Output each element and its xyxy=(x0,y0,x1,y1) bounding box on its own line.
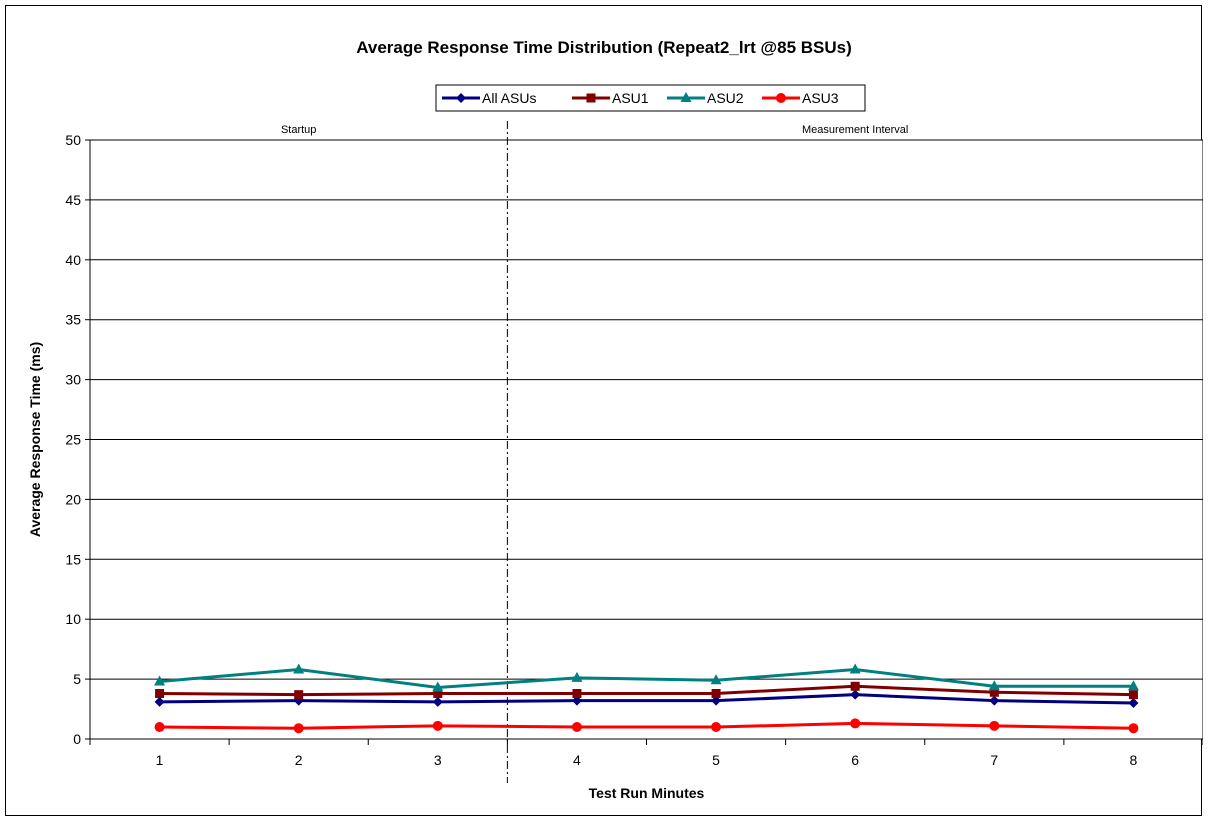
y-tick-label: 40 xyxy=(65,252,81,268)
x-tick-label: 2 xyxy=(295,752,303,768)
data-point-all-asus xyxy=(989,695,1000,706)
series-all-asus xyxy=(154,689,1139,709)
x-tick-label: 1 xyxy=(156,752,164,768)
annotations: Startup Measurement Interval xyxy=(281,121,908,783)
y-tick-label: 5 xyxy=(73,671,81,687)
legend-label: All ASUs xyxy=(482,90,536,106)
x-tick-label: 4 xyxy=(573,752,581,768)
data-point-asu1 xyxy=(850,681,860,691)
data-point-asu2 xyxy=(710,674,722,685)
y-tick-label: 15 xyxy=(65,551,81,567)
data-point-asu2 xyxy=(432,681,444,692)
series-line-asu1 xyxy=(159,684,1134,697)
data-point-asu1 xyxy=(155,688,165,698)
startup-label: Startup xyxy=(281,124,316,136)
data-point-asu1 xyxy=(1128,690,1138,700)
measurement-interval-label: Measurement Interval xyxy=(802,124,908,136)
data-point-asu3 xyxy=(989,720,1000,731)
data-point-asu1 xyxy=(433,688,443,698)
y-tick-label: 0 xyxy=(73,731,81,747)
data-point-asu2 xyxy=(293,663,305,674)
y-axis-title: Average Response Time (ms) xyxy=(27,342,43,537)
legend: All ASUs ASU1 ASU2 ASU3 xyxy=(435,84,866,112)
data-point-asu2 xyxy=(988,680,1000,691)
x-tick-label: 8 xyxy=(1130,752,1138,768)
series-asu1 xyxy=(155,681,1138,700)
legend-label: ASU2 xyxy=(707,90,744,106)
series-asu2 xyxy=(154,663,1139,692)
data-point-asu3 xyxy=(154,722,165,733)
data-point-all-asus xyxy=(711,695,722,706)
y-axis: 0 5 10 15 20 25 30 35 40 45 50 xyxy=(65,132,91,747)
data-point-asu3 xyxy=(711,722,722,733)
legend-item-asu3: ASU3 xyxy=(762,90,839,106)
x-tick-label: 3 xyxy=(434,752,442,768)
x-tick-label: 5 xyxy=(712,752,720,768)
legend-item-asu2: ASU2 xyxy=(667,90,744,106)
series-line-asu2 xyxy=(159,668,1134,689)
data-point-asu1 xyxy=(294,690,304,700)
x-tick-label: 7 xyxy=(990,752,998,768)
data-point-asu1 xyxy=(711,688,721,698)
data-point-asu3 xyxy=(571,722,582,733)
x-axis: 1 2 3 4 5 6 7 8 xyxy=(89,738,1203,768)
series-line-asu3 xyxy=(159,721,1134,730)
data-point-all-asus xyxy=(154,696,165,707)
line-chart: Average Response Time Distribution (Repe… xyxy=(27,38,1203,801)
y-tick-label: 10 xyxy=(65,611,81,627)
data-point-all-asus xyxy=(432,696,443,707)
series-line-all-asus xyxy=(159,693,1134,705)
data-point-asu2 xyxy=(849,663,861,674)
data-point-asu2 xyxy=(571,671,583,682)
legend-item-asu1: ASU1 xyxy=(572,90,649,106)
legend-item-all-asus: All ASUs xyxy=(442,90,536,106)
data-point-all-asus xyxy=(571,695,582,706)
legend-swatch-marker xyxy=(776,93,786,103)
legend-swatch-marker xyxy=(586,93,596,103)
data-point-asu2 xyxy=(154,675,166,686)
series-layer xyxy=(154,663,1139,734)
legend-swatch-marker xyxy=(456,93,466,103)
y-tick-label: 50 xyxy=(65,132,81,148)
data-point-asu3 xyxy=(1128,723,1139,734)
data-point-asu1 xyxy=(989,687,999,697)
x-axis-title: Test Run Minutes xyxy=(589,785,705,801)
x-tick-label: 6 xyxy=(851,752,859,768)
y-tick-label: 20 xyxy=(65,491,81,507)
y-tick-label: 25 xyxy=(65,432,81,448)
gridlines xyxy=(90,139,1203,680)
data-point-asu3 xyxy=(432,720,443,731)
data-point-asu3 xyxy=(850,718,861,729)
chart-title: Average Response Time Distribution (Repe… xyxy=(356,38,852,57)
legend-label: ASU1 xyxy=(612,90,649,106)
data-point-asu3 xyxy=(293,723,304,734)
series-asu3 xyxy=(154,718,1139,734)
data-point-all-asus xyxy=(850,689,861,700)
y-tick-label: 45 xyxy=(65,192,81,208)
y-tick-label: 30 xyxy=(65,372,81,388)
data-point-asu1 xyxy=(572,688,582,698)
data-point-asu2 xyxy=(1127,680,1139,691)
legend-swatch-marker xyxy=(680,92,692,102)
y-tick-label: 35 xyxy=(65,312,81,328)
data-point-all-asus xyxy=(1128,698,1139,709)
legend-label: ASU3 xyxy=(802,90,839,106)
chart-frame: Average Response Time Distribution (Repe… xyxy=(5,5,1203,816)
